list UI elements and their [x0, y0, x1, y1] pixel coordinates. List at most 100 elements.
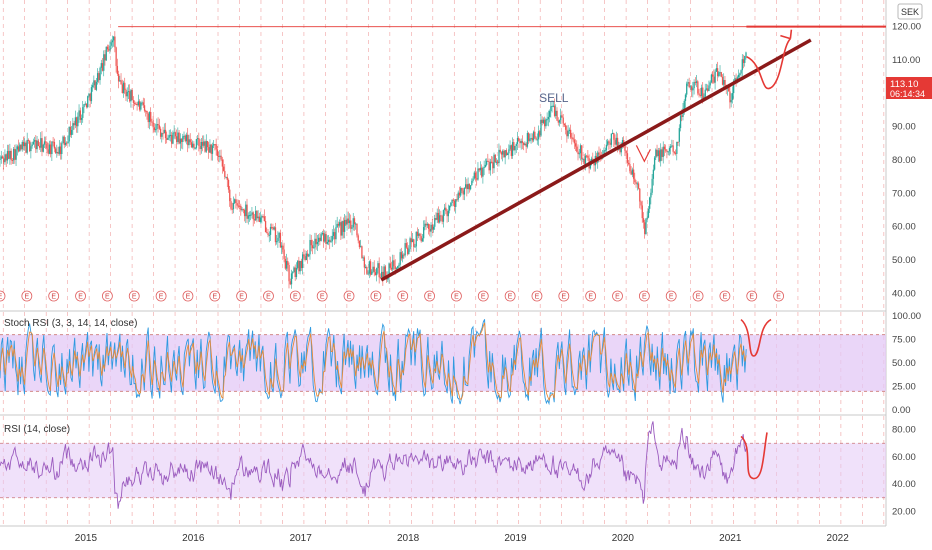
- candle-body: [111, 40, 114, 43]
- candle-body: [129, 91, 131, 102]
- candle-body: [626, 153, 629, 163]
- candle-body: [529, 138, 531, 141]
- candle-body: [723, 80, 725, 85]
- candle-body: [340, 222, 342, 236]
- candle-body: [716, 68, 719, 77]
- candle-body: [416, 231, 419, 236]
- candle-body: [255, 210, 257, 221]
- candle-body: [608, 141, 610, 143]
- candle-body: [558, 120, 561, 123]
- year-label: 2015: [75, 533, 98, 544]
- candle-body: [47, 149, 49, 154]
- candle-body: [269, 226, 272, 235]
- candle-body: [66, 142, 68, 144]
- price-panel[interactable]: SELL E E E E E E E E E E E E E E E E E E E E E E E E E E E E E E 120.…: [0, 22, 921, 302]
- candle-body: [251, 212, 253, 215]
- candle-body: [521, 141, 524, 143]
- candle-body: [88, 93, 90, 97]
- candle-body: [718, 72, 720, 77]
- candle-body: [62, 136, 64, 144]
- candle-body: [523, 142, 525, 145]
- candle-body: [658, 150, 661, 162]
- candle-body: [36, 140, 38, 150]
- event-marker-label: E: [159, 294, 164, 301]
- candle-body: [33, 140, 36, 142]
- candle-body: [321, 233, 324, 235]
- candle-body: [320, 234, 322, 241]
- candle-body: [640, 201, 642, 206]
- candle-body: [661, 149, 663, 157]
- candle-body: [73, 123, 75, 126]
- candle-body: [613, 133, 615, 140]
- candle-body: [674, 152, 677, 154]
- candle-body: [432, 226, 435, 230]
- candle-body: [487, 160, 489, 162]
- candle-body: [677, 141, 679, 143]
- candle-body: [227, 179, 230, 190]
- candle-body: [174, 132, 177, 137]
- candle-body: [500, 152, 503, 155]
- rsi-panel[interactable]: RSI (14, close) 80.00 60.00 40.00 20.00: [0, 421, 916, 517]
- candle-body: [503, 150, 505, 158]
- candle-body: [10, 150, 12, 161]
- candle-body: [72, 123, 74, 130]
- candle-body: [376, 268, 378, 276]
- candle-body: [346, 218, 348, 225]
- candle-body: [78, 110, 80, 117]
- candle-body: [499, 149, 501, 153]
- candle-body: [502, 150, 504, 155]
- candle-body: [30, 146, 32, 152]
- stoch-rsi-title: Stoch RSI (3, 3, 14, 14, close): [4, 318, 137, 329]
- candle-body: [739, 73, 741, 75]
- candle-body: [305, 253, 307, 261]
- candle-body: [243, 209, 246, 217]
- candle-body: [267, 233, 269, 235]
- stoch-rsi-panel[interactable]: Stoch RSI (3, 3, 14, 14, close) 100.00 75…: [0, 311, 921, 416]
- candle-body: [185, 134, 188, 142]
- candle-body: [135, 103, 137, 105]
- candle-body: [489, 161, 492, 171]
- candle-body: [719, 72, 721, 74]
- candle-body: [632, 169, 635, 179]
- event-marker-label: E: [588, 294, 593, 301]
- candle-body: [131, 89, 133, 101]
- candle-body: [561, 115, 563, 118]
- candle-body: [183, 135, 185, 137]
- candle-body: [729, 91, 731, 103]
- candle-body: [374, 272, 377, 276]
- candle-body: [108, 49, 110, 51]
- candle-body: [253, 219, 256, 221]
- candle-body: [277, 237, 279, 242]
- candle-body: [339, 222, 341, 226]
- candle-body: [25, 142, 27, 153]
- candle-body: [460, 187, 462, 196]
- candle-body: [394, 266, 396, 270]
- candle-body: [215, 144, 217, 150]
- currency-badge[interactable]: [897, 3, 923, 20]
- candle-body: [152, 122, 154, 128]
- earnings-event-markers: EEEEEEEEEEEEEEEEEEEEEEEEEEEEEE: [0, 290, 785, 302]
- candle-body: [583, 158, 585, 164]
- candle-body: [408, 249, 410, 255]
- candle-body: [404, 243, 406, 256]
- candle-body: [571, 137, 573, 139]
- candle-body: [577, 151, 579, 155]
- candle-body: [156, 123, 158, 130]
- candle-body: [356, 223, 358, 236]
- candle-body: [673, 151, 676, 153]
- candle-body: [26, 139, 28, 153]
- candle-body: [315, 238, 317, 245]
- candle-body: [704, 89, 706, 97]
- candle-body: [43, 141, 46, 145]
- candle-body: [684, 94, 687, 101]
- candle-body: [150, 111, 152, 122]
- candle-body: [98, 73, 100, 81]
- candle-body: [527, 133, 530, 141]
- candle-body: [444, 207, 446, 211]
- candle-body: [610, 133, 613, 145]
- event-marker: [397, 290, 409, 302]
- candle-body: [510, 145, 513, 156]
- candle-body: [157, 123, 159, 126]
- candle-body: [242, 209, 245, 211]
